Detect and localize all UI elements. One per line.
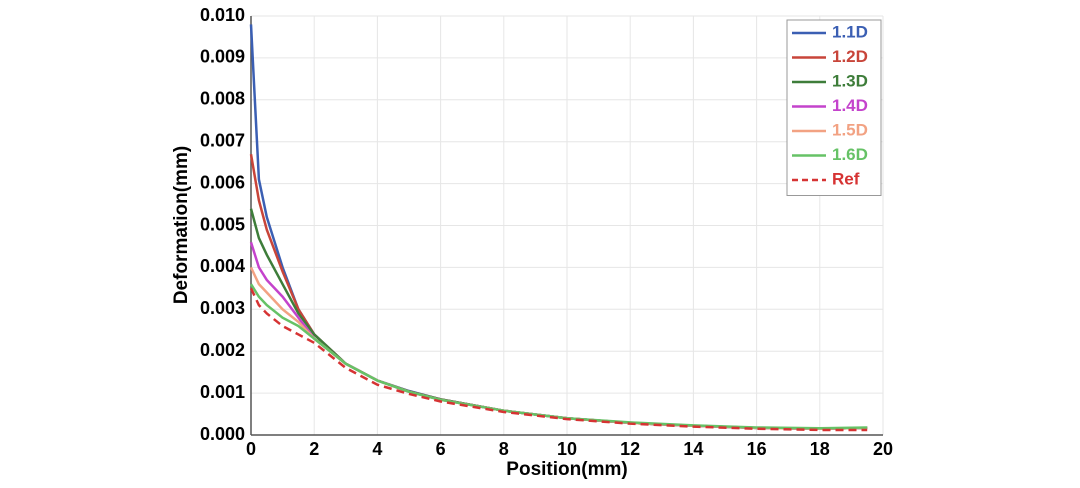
line	[249, 241, 868, 430]
x-tick-label: 20	[873, 439, 893, 459]
line	[249, 208, 868, 430]
legend-label: 1.4D	[832, 96, 868, 115]
line	[249, 24, 868, 430]
y-tick-label: 0.007	[200, 130, 245, 150]
y-tick-label: 0.002	[200, 340, 245, 360]
y-tick-label: 0.008	[200, 89, 245, 109]
legend-label: 1.2D	[832, 47, 868, 66]
y-axis-label: Deformation(mm)	[171, 146, 192, 304]
y-tick-label: 0.009	[200, 47, 245, 67]
line	[249, 154, 868, 430]
line	[249, 287, 868, 432]
legend-label: Ref	[832, 169, 860, 188]
x-tick-label: 14	[683, 439, 703, 459]
line	[249, 283, 868, 430]
x-tick-label: 6	[436, 439, 446, 459]
legend-label: 1.6D	[832, 145, 868, 164]
line	[249, 266, 868, 430]
x-tick-label: 12	[620, 439, 640, 459]
y-tick-label: 0.005	[200, 214, 245, 234]
y-tick-label: 0.003	[200, 298, 245, 318]
x-tick-label: 10	[557, 439, 577, 459]
x-axis-label: Position(mm)	[506, 459, 627, 480]
legend-label: 1.3D	[832, 71, 868, 90]
x-tick-label: 4	[372, 439, 382, 459]
x-tick-label: 0	[246, 439, 256, 459]
y-tick-label: 0.010	[200, 5, 245, 25]
x-tick-label: 2	[309, 439, 319, 459]
legend-label: 1.1D	[832, 22, 868, 41]
y-tick-label: 0.000	[200, 424, 245, 444]
x-tick-label: 16	[747, 439, 767, 459]
y-tick-label: 0.001	[200, 382, 245, 402]
y-tick-label: 0.006	[200, 172, 245, 192]
x-tick-label: 8	[499, 439, 509, 459]
legend-label: 1.5D	[832, 120, 868, 139]
y-tick-label: 0.004	[200, 256, 245, 276]
x-tick-label: 18	[810, 439, 830, 459]
